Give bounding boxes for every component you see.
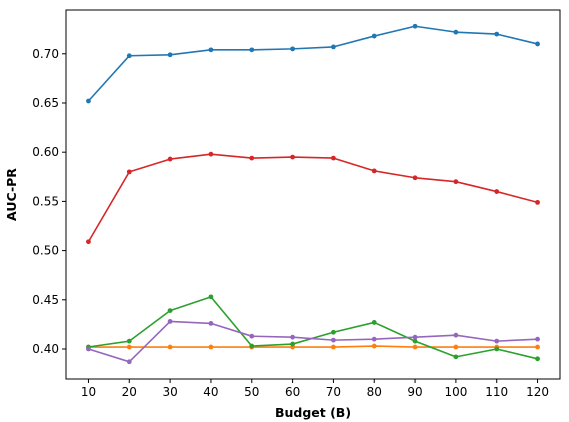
series-3-point — [208, 294, 214, 300]
series-3 — [86, 294, 540, 362]
series-4-point — [453, 179, 459, 185]
series-5-point — [249, 333, 255, 339]
series-3-point — [249, 343, 255, 349]
series-4 — [86, 151, 540, 245]
series-3-line — [88, 296, 538, 360]
series-1 — [86, 23, 540, 104]
series-5-point — [290, 334, 295, 340]
series-4-point — [126, 169, 132, 175]
y-tick-label: 0.65 — [32, 96, 59, 110]
x-axis-label: Budget (B) — [275, 405, 351, 420]
series-5 — [86, 319, 540, 365]
series-layer — [86, 23, 540, 365]
x-tick-label: 80 — [367, 385, 382, 399]
series-3-point — [371, 320, 377, 325]
x-tick-label: 90 — [407, 385, 422, 399]
x-tick-label: 40 — [203, 385, 218, 399]
x-tick-label: 120 — [526, 385, 549, 399]
series-1-point — [249, 47, 255, 53]
series-4-point — [249, 155, 255, 161]
series-2-line — [88, 345, 538, 348]
series-4-point — [494, 189, 500, 194]
series-4-line — [87, 153, 538, 243]
series-5-point — [126, 359, 132, 365]
y-tick-label: 0.50 — [32, 244, 59, 258]
series-1-point — [412, 23, 418, 29]
series-1-point — [126, 53, 132, 59]
series-3-point — [412, 338, 418, 344]
series-5-point — [371, 336, 377, 342]
series-4-point — [535, 199, 540, 205]
y-tick-label: 0.70 — [32, 47, 59, 61]
series-3-point — [331, 329, 336, 335]
series-1-point — [494, 31, 500, 37]
series-5-point — [453, 332, 459, 338]
series-4-point — [86, 239, 91, 245]
series-4-point — [371, 168, 377, 174]
series-4-point — [331, 155, 336, 161]
series-5-point — [412, 334, 418, 340]
series-4-point — [167, 156, 173, 162]
x-tick-label: 20 — [122, 385, 137, 399]
series-4-point — [412, 175, 418, 181]
plot-area-frame — [65, 9, 561, 380]
y-tick-label: 0.45 — [32, 293, 59, 307]
x-tick-label: 110 — [485, 385, 508, 399]
series-5-point — [167, 319, 173, 324]
series-2-point — [412, 344, 418, 350]
y-tick-label: 0.60 — [32, 145, 59, 159]
x-tick-label: 10 — [81, 385, 96, 399]
series-5-point — [494, 338, 500, 344]
series-3-point — [290, 341, 295, 347]
y-tick-label: 0.55 — [32, 194, 59, 208]
series-2-point — [208, 344, 214, 350]
series-2-point — [331, 344, 336, 350]
series-1-point — [371, 33, 377, 39]
series-1-point — [208, 47, 214, 53]
series-2-point — [167, 344, 173, 350]
series-2-point — [535, 344, 540, 350]
x-tick-label: 30 — [162, 385, 177, 399]
series-5-point — [208, 321, 214, 326]
series-1-point — [453, 29, 459, 35]
y-axis-label: AUC-PR — [4, 168, 19, 221]
series-2-point — [453, 344, 459, 350]
series-3-point — [126, 338, 132, 344]
series-2-point — [371, 343, 377, 349]
series-3-point — [453, 354, 459, 360]
series-3-point — [494, 346, 500, 352]
series-4-point — [290, 154, 295, 160]
series-5-point — [331, 337, 336, 343]
series-5-point — [535, 336, 540, 342]
series-1-point — [290, 46, 295, 52]
series-4-point — [208, 151, 214, 157]
x-tick-label: 50 — [244, 385, 259, 399]
x-tick-label: 70 — [326, 385, 341, 399]
series-5-point — [86, 346, 91, 352]
series-2-point — [126, 344, 132, 350]
y-axis-ticks: 0.40 0.45 0.50 0.55 0.60 0.65 0.70 — [32, 47, 66, 356]
series-1-line — [87, 25, 538, 102]
series-1-point — [535, 41, 540, 47]
series-1-point — [167, 52, 173, 58]
series-1-point — [331, 44, 336, 50]
x-tick-label: 60 — [285, 385, 300, 399]
series-2 — [86, 343, 540, 350]
series-3-point — [535, 356, 540, 362]
series-1-point — [86, 98, 91, 104]
y-tick-label: 0.40 — [32, 342, 59, 356]
series-5-line — [88, 320, 538, 363]
x-axis-ticks: 10 20 30 40 50 60 70 80 90 100 110 120 — [81, 379, 549, 399]
x-tick-label: 100 — [444, 385, 467, 399]
series-3-point — [167, 308, 173, 314]
